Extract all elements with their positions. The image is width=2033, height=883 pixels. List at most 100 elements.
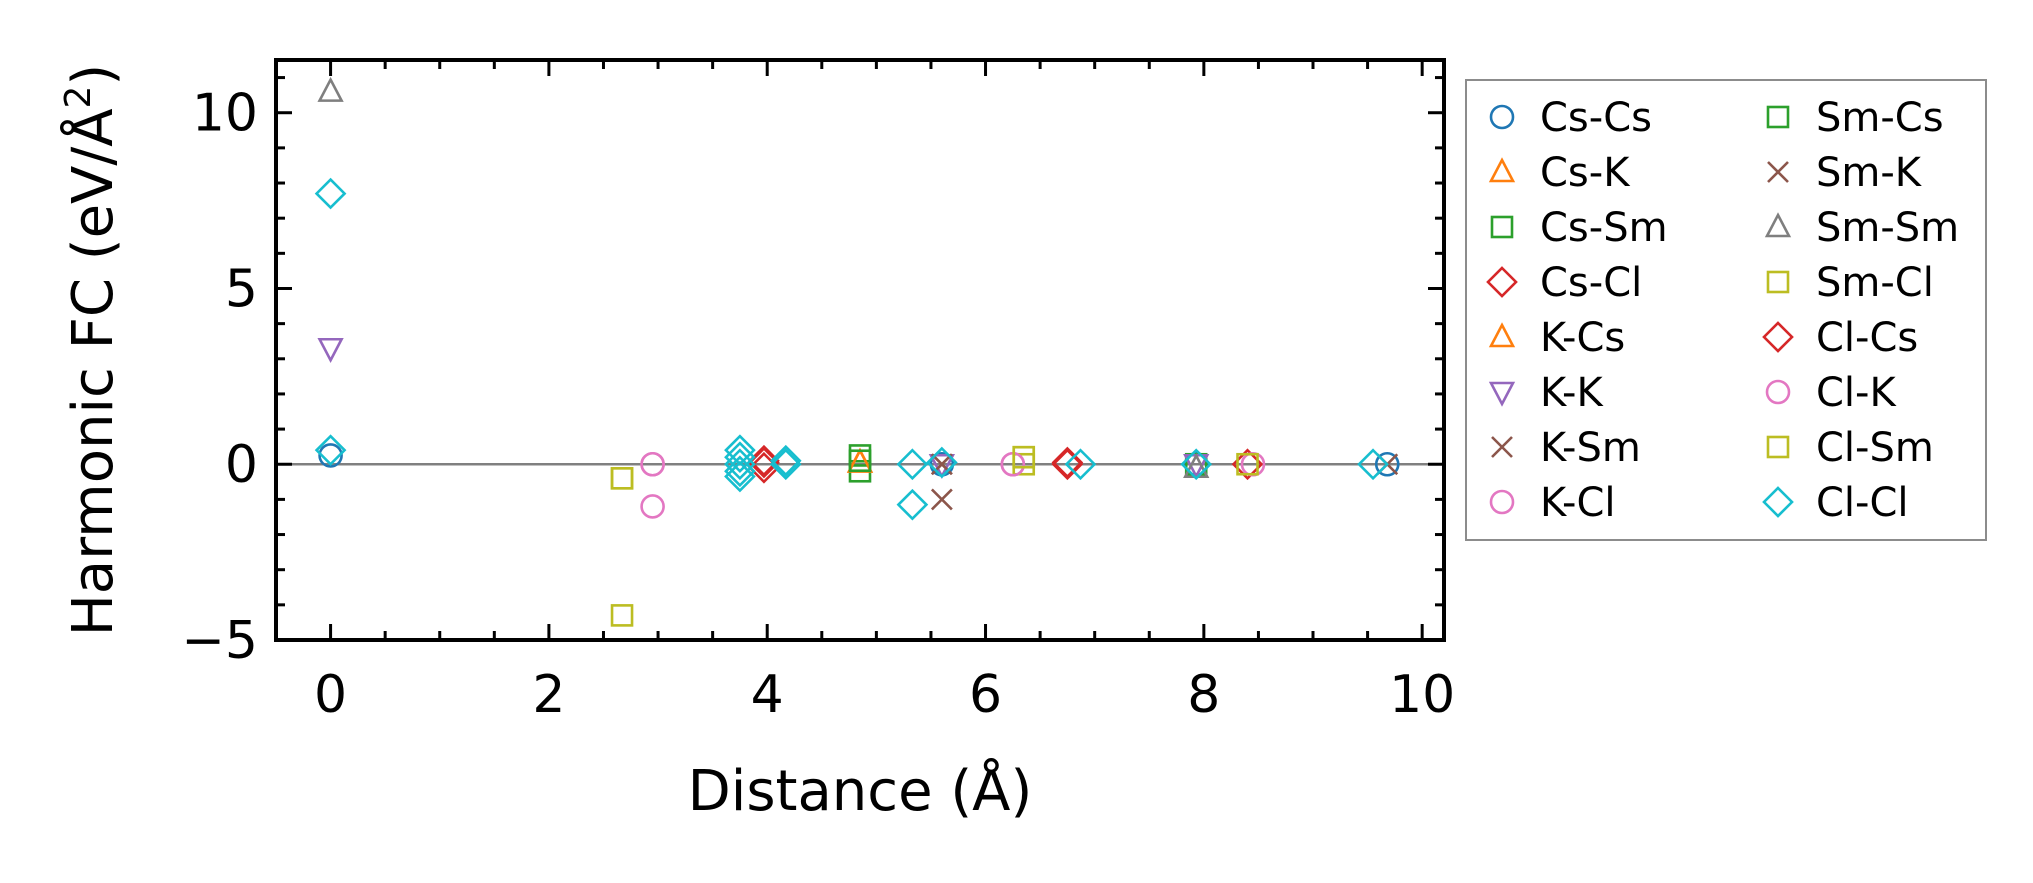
data-point — [317, 76, 344, 102]
legend-label: Sm-Sm — [1816, 205, 1959, 251]
legend-label: Cl-Sm — [1816, 425, 1934, 471]
legend-entry: K-K — [1488, 370, 1604, 416]
legend-marker — [1490, 215, 1514, 239]
data-point — [314, 177, 347, 210]
series-sm-sm — [317, 76, 1210, 479]
legend-marker — [1762, 486, 1794, 518]
plot-area — [276, 76, 1444, 627]
legend-marker — [1767, 161, 1789, 183]
data-point — [610, 467, 634, 490]
legend: Cs-Cs Cs-K Cs-Sm Cs-Cl K-Cs K-K K-Sm K-Cl Sm-Cs S… — [1465, 79, 1987, 541]
legend-entry: K-Cl — [1489, 480, 1616, 526]
data-point — [1064, 448, 1097, 481]
data-point — [1236, 452, 1259, 476]
data-point — [896, 448, 929, 481]
data-point — [930, 488, 953, 511]
data-point — [724, 441, 756, 474]
y-tick-label: 10 — [192, 84, 258, 144]
plot-frame — [274, 58, 1446, 642]
legend-entry: Cs-Sm — [1490, 205, 1668, 251]
legend-marker — [1488, 157, 1516, 183]
data-point — [1012, 445, 1036, 469]
x-tick-label: 4 — [751, 665, 784, 725]
legend-label: Sm-Cs — [1816, 95, 1944, 141]
legend-label: K-Cs — [1540, 315, 1625, 361]
data-point — [610, 604, 634, 627]
y-axis-label-sup: 2 — [58, 86, 99, 109]
legend-entry: Sm-Cl — [1766, 260, 1934, 306]
legend-label: Cl-Cl — [1816, 480, 1909, 526]
legend-marker — [1762, 321, 1794, 353]
x-tick-label: 10 — [1389, 665, 1455, 725]
series-cl-sm — [610, 445, 1036, 490]
legend-label: K-K — [1540, 370, 1604, 416]
x-tick-label: 0 — [314, 665, 347, 725]
legend-label: Cs-Cl — [1540, 260, 1642, 306]
legend-box — [1465, 79, 1987, 541]
legend-entry: Cl-Sm — [1766, 425, 1934, 471]
data-point — [317, 337, 344, 364]
legend-entry: Cl-Cl — [1762, 480, 1909, 526]
data-point — [896, 488, 929, 521]
legend-entry: K-Sm — [1491, 425, 1641, 471]
legend-entry: Cs-Cl — [1486, 260, 1642, 306]
legend-label: Cl-Cs — [1816, 315, 1918, 361]
legend-marker — [1489, 489, 1515, 515]
y-axis-label-close: ) — [61, 64, 126, 86]
data-point — [610, 467, 634, 490]
data-point — [314, 434, 347, 467]
x-axis-label: Distance (Å) — [688, 758, 1033, 824]
data-point — [724, 448, 756, 481]
legend-marker — [1766, 270, 1790, 294]
legend-marker — [1488, 322, 1516, 348]
legend-label: K-Sm — [1540, 425, 1641, 471]
legend-label: Sm-Cl — [1816, 260, 1934, 306]
data-point — [848, 449, 872, 473]
legend-marker — [1486, 266, 1518, 298]
data-point — [1180, 448, 1213, 481]
legend-label: Cs-Cs — [1540, 95, 1652, 141]
y-tick-label: −5 — [181, 611, 258, 671]
axes: 0 2 4 6 8 10 −5 0 5 10 — [181, 58, 1455, 725]
data-point — [724, 455, 756, 488]
data-point — [1374, 451, 1400, 477]
series-cl-cl — [314, 177, 1389, 521]
data-point — [928, 453, 956, 480]
legend-marker — [1765, 379, 1791, 405]
x-tick-label: 2 — [532, 665, 565, 725]
legend-entry: Cs-K — [1488, 150, 1631, 196]
data-point — [769, 448, 802, 481]
data-point — [640, 451, 665, 477]
data-point — [926, 446, 958, 479]
legend-marker — [1491, 436, 1513, 458]
legend-marker — [1766, 105, 1790, 129]
legend-entry: Sm-Sm — [1764, 205, 1959, 251]
legend-marker — [1766, 435, 1790, 459]
data-point — [318, 443, 343, 468]
data-point — [640, 494, 665, 519]
legend-label: K-Cl — [1540, 480, 1616, 526]
legend-entry: Sm-Cs — [1766, 95, 1944, 141]
y-tick-label: 0 — [225, 435, 258, 495]
data-point — [724, 460, 756, 493]
legend-entry: Cl-Cs — [1762, 315, 1918, 361]
legend-label: Cs-K — [1540, 150, 1631, 196]
legend-marker — [1488, 381, 1516, 407]
legend-label: Sm-K — [1816, 150, 1923, 196]
data-point — [1357, 448, 1389, 481]
legend-label: Cl-K — [1816, 370, 1897, 416]
legend-entry: Cs-Cs — [1489, 95, 1652, 141]
legend-marker — [1764, 212, 1792, 238]
x-tick-label: 6 — [969, 665, 1002, 725]
y-axis-label-base: Harmonic FC (eV/Å — [60, 108, 126, 636]
legend-label: Cs-Sm — [1540, 205, 1668, 251]
data-point — [769, 444, 802, 477]
y-axis-label: Harmonic FC (eV/Å2) — [58, 64, 126, 637]
data-point — [1051, 448, 1084, 481]
legend-entry: K-Cs — [1488, 315, 1625, 361]
legend-marker — [1489, 104, 1515, 130]
x-tick-label: 8 — [1187, 665, 1220, 725]
legend-entry: Sm-K — [1767, 150, 1923, 196]
y-tick-label: 5 — [225, 259, 258, 319]
